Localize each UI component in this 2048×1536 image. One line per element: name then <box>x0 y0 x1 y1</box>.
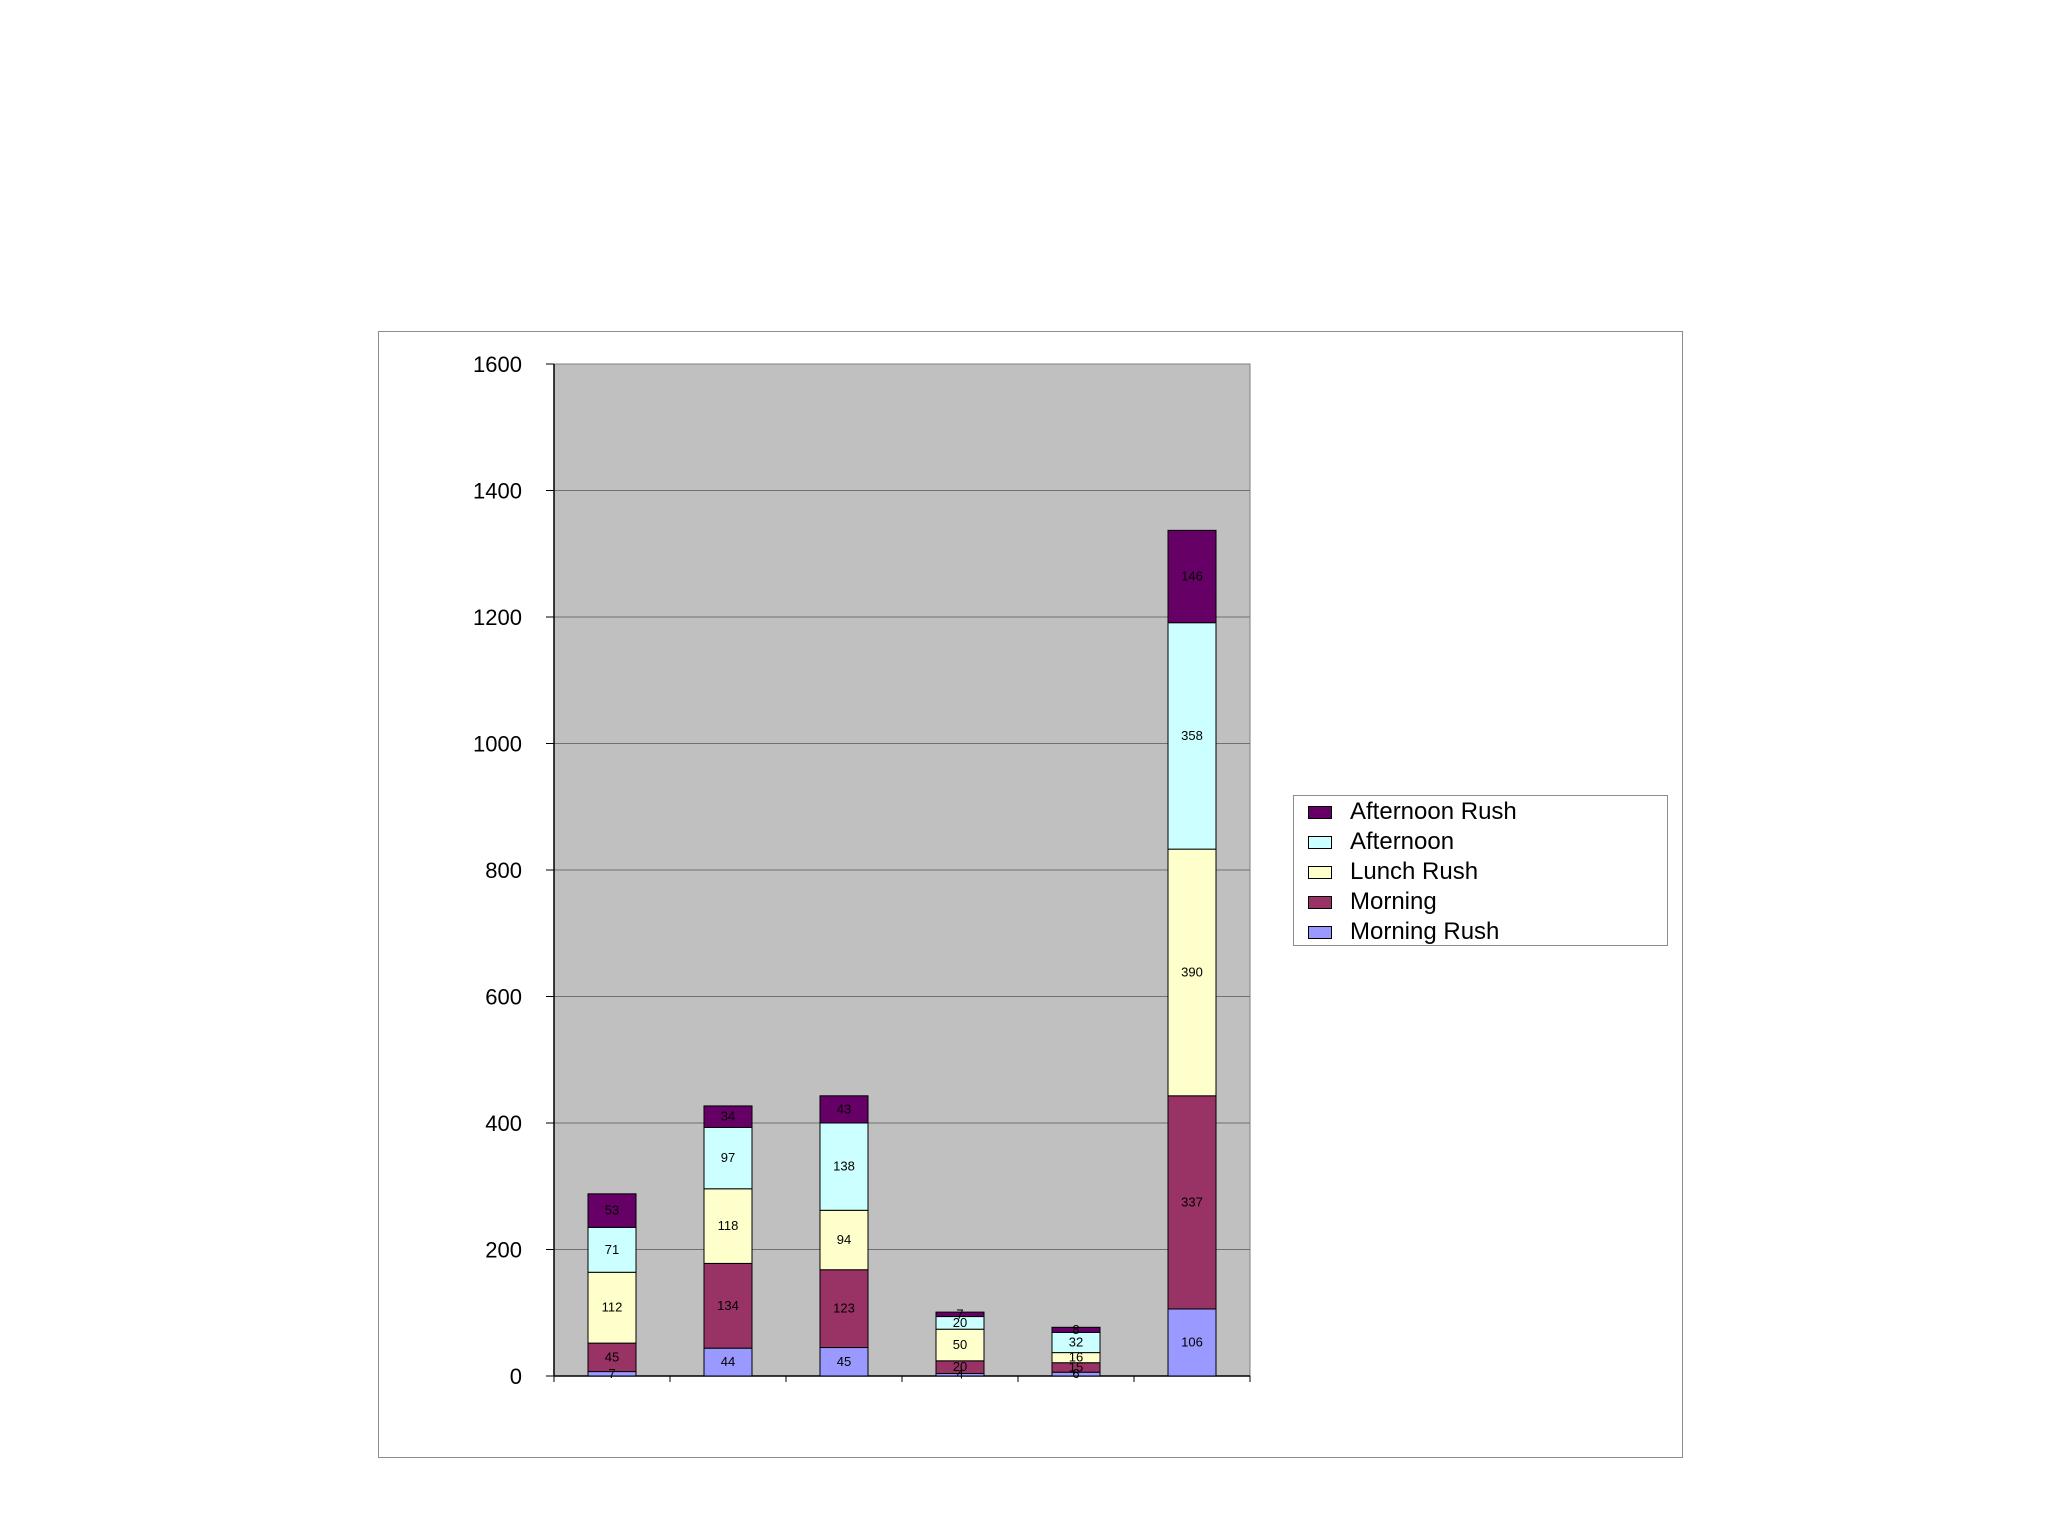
bar-segment <box>1167 1308 1217 1377</box>
bar-segment <box>1167 622 1217 850</box>
data-label: 32 <box>1069 1334 1083 1349</box>
legend-label: Morning <box>1350 888 1437 915</box>
y-tick-label: 200 <box>485 1238 522 1263</box>
bar-segment <box>1167 1095 1217 1310</box>
y-tick-label: 1400 <box>473 479 522 504</box>
bar-segment <box>703 1126 753 1190</box>
data-label: 50 <box>953 1337 967 1352</box>
data-label: 44 <box>721 1354 735 1369</box>
legend-item: Morning Rush <box>1308 917 1667 947</box>
axes: 0 200 400 600 800 1000 1200 1400 1600 <box>473 352 1251 1389</box>
bar-segment <box>819 1269 869 1349</box>
data-label: 106 <box>1181 1334 1203 1349</box>
data-label: 53 <box>605 1203 619 1218</box>
legend-swatch <box>1308 835 1332 849</box>
legend-swatch <box>1308 805 1332 819</box>
data-label: 390 <box>1181 964 1203 979</box>
data-label: 20 <box>953 1359 967 1374</box>
y-tick-label: 1000 <box>473 732 522 757</box>
data-label: 118 <box>718 1218 739 1233</box>
bar-segment <box>819 1095 869 1124</box>
bar-segment <box>819 1347 869 1377</box>
y-tick-label: 400 <box>485 1111 522 1136</box>
legend-label: Afternoon <box>1350 828 1455 855</box>
y-tick-label: 1600 <box>473 352 522 377</box>
bar-segment <box>935 1311 985 1318</box>
data-label: 45 <box>837 1354 851 1369</box>
bar-segment <box>1167 529 1217 624</box>
data-label: 123 <box>833 1301 855 1316</box>
bar-segment <box>819 1122 869 1211</box>
legend-item: Lunch Rush <box>1308 857 1667 887</box>
data-label: 112 <box>602 1300 623 1315</box>
bar-segment <box>1051 1326 1101 1333</box>
data-label: 134 <box>717 1298 739 1313</box>
data-label: 146 <box>1181 569 1203 584</box>
legend-swatch <box>1308 865 1332 879</box>
data-label: 8 <box>1072 1322 1079 1337</box>
data-label: 20 <box>953 1315 967 1330</box>
data-label: 94 <box>837 1232 851 1247</box>
bar-segment <box>587 1271 637 1344</box>
legend-label: Morning Rush <box>1350 918 1500 945</box>
data-label: 358 <box>1181 728 1203 743</box>
data-label: 71 <box>605 1242 619 1257</box>
bar-segment <box>703 1105 753 1128</box>
y-tick-label: 600 <box>485 985 522 1010</box>
data-labels: 7451127153441341189734451239413843420502… <box>602 569 1203 1382</box>
data-label: 43 <box>837 1101 851 1116</box>
bar-segment <box>703 1188 753 1264</box>
legend-swatch <box>1308 925 1332 939</box>
bars <box>587 529 1217 1377</box>
bar-segment <box>703 1262 753 1349</box>
bar-segment <box>703 1347 753 1377</box>
gridlines <box>554 490 1250 1250</box>
data-label: 45 <box>605 1349 619 1364</box>
y-tick-label: 0 <box>510 1364 522 1389</box>
data-label: 97 <box>721 1150 735 1165</box>
data-label: 6 <box>1072 1366 1079 1381</box>
bar-segment <box>587 1193 637 1228</box>
legend: Afternoon Rush Afternoon Lunch Rush Morning… <box>1293 795 1668 946</box>
bar-segment <box>935 1328 985 1362</box>
data-label: 337 <box>1181 1194 1203 1209</box>
bar-segment <box>1167 848 1217 1097</box>
data-label: 138 <box>833 1159 855 1174</box>
data-label: 34 <box>721 1109 735 1124</box>
data-label: 16 <box>1069 1350 1083 1365</box>
legend-swatch <box>1308 895 1332 909</box>
data-label: 4 <box>956 1367 963 1382</box>
bar-segment <box>819 1209 869 1271</box>
y-tick-label: 800 <box>485 858 522 883</box>
data-label: 7 <box>608 1366 615 1381</box>
bar-segment <box>587 1226 637 1273</box>
y-tick-label: 1200 <box>473 605 522 630</box>
data-label: 7 <box>956 1306 963 1321</box>
legend-label: Afternoon Rush <box>1350 798 1517 825</box>
data-label: 15 <box>1069 1359 1083 1374</box>
legend-item: Afternoon Rush <box>1308 797 1667 827</box>
legend-item: Morning <box>1308 887 1667 917</box>
legend-label: Lunch Rush <box>1350 858 1479 885</box>
legend-item: Afternoon <box>1308 827 1667 857</box>
